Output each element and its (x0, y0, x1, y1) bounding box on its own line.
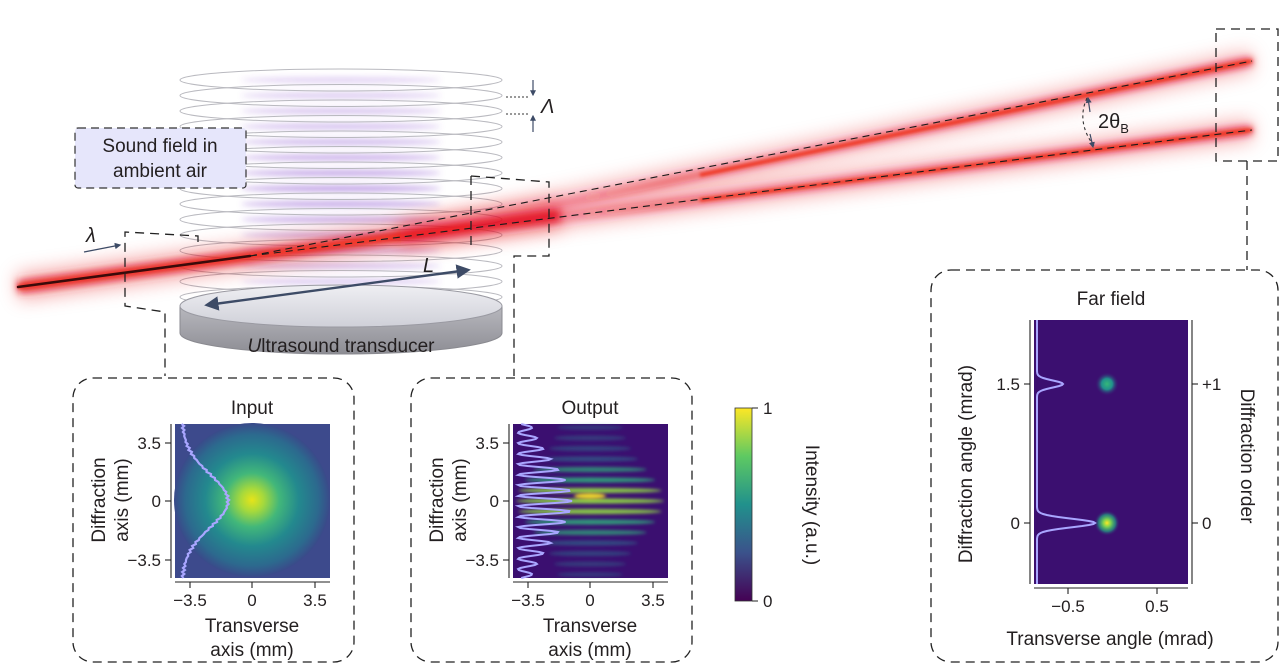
interference-fringe (518, 508, 662, 515)
input-panel: Input −3.5 0 3.5 3.5 0 −3.5 Diffraction axis … (72, 377, 355, 663)
output-xlabel-line1: Transverse (543, 616, 637, 637)
length-symbol: L (423, 255, 434, 277)
y-tick-label: 3.5 (475, 434, 499, 453)
acoustic-period-annotation: Λ (506, 80, 554, 132)
zoom-guides (124, 28, 1279, 376)
x-tick-label: 0 (247, 591, 256, 610)
output-title: Output (561, 398, 619, 419)
interaction-length-annotation: L (204, 255, 471, 311)
x-tick-label: −0.5 (1051, 597, 1085, 616)
input-title: Input (231, 398, 274, 419)
sound-field-band (241, 123, 441, 130)
sound-field-band (241, 154, 441, 161)
x-tick-label: 0.5 (1145, 597, 1169, 616)
y-tick-label: 1.5 (996, 375, 1020, 394)
x-tick-label: 3.5 (641, 591, 665, 610)
input-ylabel-line1: Diffraction (89, 457, 110, 542)
output-ylabel-line1: Diffraction (427, 457, 448, 542)
far-field-title: Far field (1077, 289, 1146, 310)
far-field-panel: Far field −0.5 0.5 1.5 0 +1 0 Diffraction ang… (930, 269, 1279, 663)
transducer-label: Ultrasound transducer (248, 336, 436, 357)
wavelength-annotation: λ (83, 225, 122, 253)
interference-fringe (541, 540, 639, 546)
interference-fringe (554, 435, 626, 441)
first-order-spot (1095, 372, 1119, 396)
input-profile-line (180, 423, 231, 579)
output-xlabel-line2: axis (mm) (548, 640, 631, 661)
y-tick-label: 0 (490, 492, 499, 511)
y-tick-label: 0 (152, 492, 161, 511)
sound-field-ring (179, 99, 503, 123)
interference-fringe (516, 498, 664, 504)
interference-fringe (549, 445, 631, 452)
sound-field-band (241, 92, 441, 99)
order-tick-label: 0 (1202, 514, 1211, 533)
order-tick-label: +1 (1202, 375, 1221, 394)
sound-field-band (241, 138, 441, 146)
input-heatmap (174, 423, 330, 579)
input-xlabel-line2: axis (mm) (210, 640, 293, 661)
sound-field-ring (179, 68, 503, 92)
y-tick-label: −3.5 (127, 551, 161, 570)
sound-field-band (241, 200, 441, 208)
interference-fringe (518, 487, 662, 494)
sound-field-label-line1: Sound field in (102, 136, 217, 157)
output-panel: Output −3.5 0 3.5 3.5 0 −3.5 Diffraction axis… (410, 377, 693, 663)
bragg-angle-annotation: 2θB (1082, 96, 1129, 149)
sound-field-band (241, 216, 441, 223)
x-tick-label: −3.5 (511, 591, 545, 610)
interference-fringe (541, 456, 639, 462)
input-xlabel-line1: Transverse (205, 616, 299, 637)
output-ylabel-line2: axis (mm) (450, 458, 471, 541)
output-profile-line (514, 423, 573, 579)
far-field-profile-line (1036, 320, 1097, 584)
interference-fringe (554, 561, 626, 567)
far-field-xlabel: Transverse angle (mrad) (1006, 629, 1213, 650)
y-tick-label: 3.5 (137, 434, 161, 453)
interference-fringe (557, 424, 623, 431)
far-field-ylabel: Diffraction angle (mrad) (956, 365, 977, 563)
output-heatmap (513, 423, 668, 579)
sound-field-band (241, 169, 441, 177)
interference-fringe (533, 466, 647, 473)
intensity-colorbar: 1 0 Intensity (a.u.) (734, 399, 822, 611)
sound-field-band (241, 185, 441, 192)
x-tick-label: −3.5 (173, 591, 207, 610)
colorbar-min-label: 0 (763, 592, 772, 611)
sound-field-label-line2: ambient air (113, 161, 208, 182)
acoustic-period-symbol: Λ (540, 96, 554, 118)
wavelength-symbol: λ (85, 225, 96, 247)
sound-field-band (241, 278, 441, 285)
laser-beams (16, 50, 1255, 300)
x-tick-label: 0 (585, 591, 594, 610)
ultrasound-transducer: Ultrasound transducer (179, 284, 503, 357)
sound-field-ring (179, 115, 503, 138)
y-tick-label: −3.5 (465, 551, 499, 570)
zeroth-order-spot (1094, 510, 1120, 536)
sound-field-ring (179, 84, 503, 107)
output-zoom-box (470, 175, 550, 376)
sound-field-band (241, 107, 441, 115)
colorbar-label: Intensity (a.u.) (801, 445, 822, 565)
y-tick-label: 0 (1011, 514, 1020, 533)
colorbar-max-label: 1 (763, 399, 772, 418)
far-field-heatmap (1034, 320, 1188, 584)
input-ylabel-line2: axis (mm) (112, 458, 133, 541)
far-field-right-label: Diffraction order (1236, 389, 1257, 524)
input-zoom-box (124, 231, 199, 376)
x-tick-label: 3.5 (303, 591, 327, 610)
interference-fringe (557, 571, 623, 578)
sound-field-band (241, 76, 441, 84)
sound-field-label-box: Sound field in ambient air (74, 127, 247, 189)
interference-fringe (549, 550, 631, 557)
bragg-angle-label: 2θB (1098, 111, 1129, 136)
interference-fringe (533, 529, 647, 536)
fringe-peak (574, 493, 606, 499)
